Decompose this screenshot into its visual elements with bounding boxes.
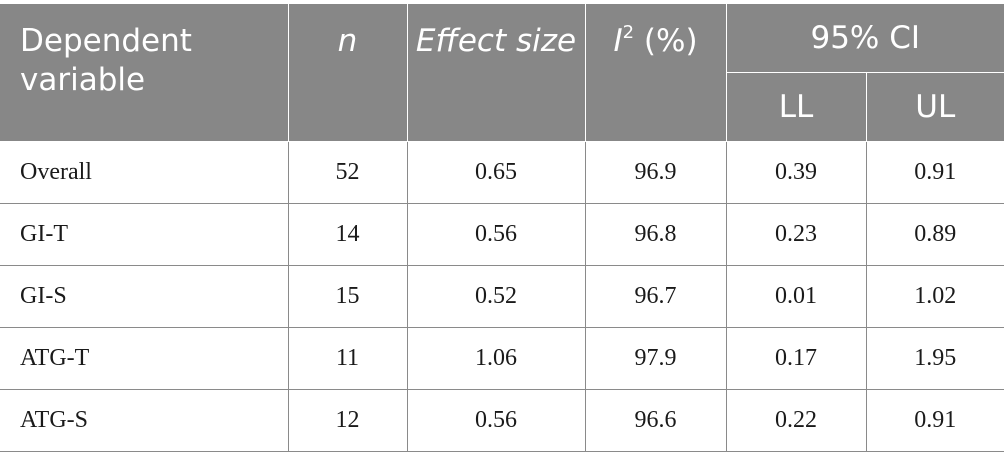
header-dependent-variable: Dependent variable	[0, 4, 289, 142]
header-ul: UL	[866, 72, 1005, 142]
header-i-squared-symbol: I	[613, 23, 623, 59]
table-row: ATG-T 11 1.06 97.9 0.17 1.95	[0, 327, 1005, 390]
table-row: GI-T 14 0.56 96.8 0.23 0.89	[0, 203, 1005, 266]
meta-analysis-table: Dependent variable n Effect size I2 (%) …	[0, 4, 1005, 452]
cell-effect-size: 1.06	[407, 327, 586, 390]
cell-variable: GI-T	[0, 203, 289, 266]
cell-ul: 0.91	[866, 389, 1005, 452]
header-ll: LL	[726, 72, 867, 142]
cell-ul: 0.91	[866, 141, 1005, 204]
cell-effect-size: 0.56	[407, 203, 586, 266]
header-95-ci: 95% CI	[726, 4, 1005, 73]
cell-ll: 0.01	[726, 265, 867, 328]
cell-i2: 97.9	[585, 327, 727, 390]
cell-ll: 0.23	[726, 203, 867, 266]
cell-ll: 0.17	[726, 327, 867, 390]
cell-i2: 96.7	[585, 265, 727, 328]
cell-ul: 1.95	[866, 327, 1005, 390]
header-effect-size: Effect size	[407, 4, 586, 142]
cell-variable: ATG-T	[0, 327, 289, 390]
cell-variable: ATG-S	[0, 389, 289, 452]
cell-n: 11	[288, 327, 408, 390]
header-i-squared-unit: (%)	[634, 23, 698, 59]
table-header: Dependent variable n Effect size I2 (%) …	[0, 4, 1005, 142]
cell-i2: 96.8	[585, 203, 727, 266]
cell-n: 12	[288, 389, 408, 452]
cell-n: 52	[288, 141, 408, 204]
cell-n: 14	[288, 203, 408, 266]
table-row: ATG-S 12 0.56 96.6 0.22 0.91	[0, 389, 1005, 452]
cell-effect-size: 0.56	[407, 389, 586, 452]
header-i-squared: I2 (%)	[585, 4, 727, 142]
header-i-squared-sup: 2	[622, 21, 635, 43]
cell-i2: 96.6	[585, 389, 727, 452]
table-row: Overall 52 0.65 96.9 0.39 0.91	[0, 141, 1005, 204]
cell-ll: 0.22	[726, 389, 867, 452]
cell-ul: 0.89	[866, 203, 1005, 266]
table-row: GI-S 15 0.52 96.7 0.01 1.02	[0, 265, 1005, 328]
header-n: n	[288, 4, 408, 142]
cell-ll: 0.39	[726, 141, 867, 204]
cell-effect-size: 0.52	[407, 265, 586, 328]
table-body: Overall 52 0.65 96.9 0.39 0.91 GI-T 14 0…	[0, 141, 1005, 452]
cell-i2: 96.9	[585, 141, 727, 204]
cell-variable: GI-S	[0, 265, 289, 328]
cell-n: 15	[288, 265, 408, 328]
cell-ul: 1.02	[866, 265, 1005, 328]
cell-variable: Overall	[0, 141, 289, 204]
cell-effect-size: 0.65	[407, 141, 586, 204]
